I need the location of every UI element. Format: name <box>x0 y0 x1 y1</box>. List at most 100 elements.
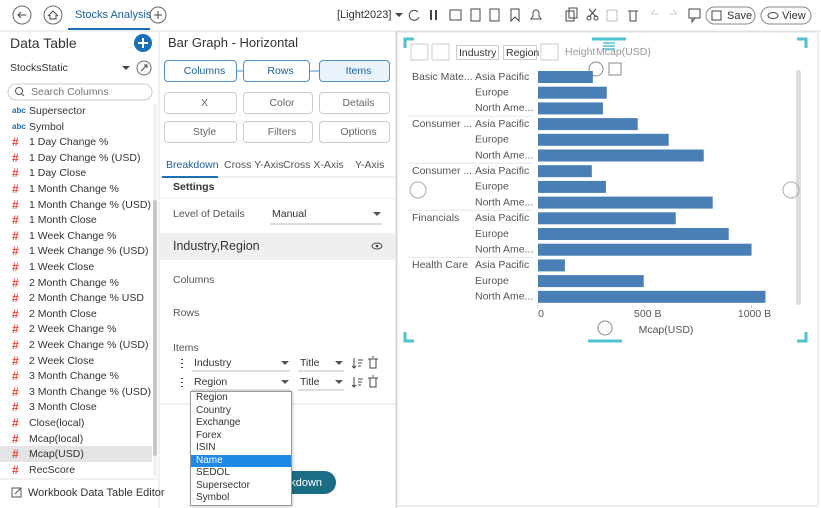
category-label: Asia Pacific <box>475 118 529 130</box>
column-type: # <box>12 151 19 165</box>
column-type: # <box>12 135 19 149</box>
column-name[interactable]: 1 Month Change % <box>29 182 119 196</box>
bar <box>538 197 713 209</box>
column-name[interactable]: 2 Week Change % <box>29 322 116 336</box>
column-name[interactable]: 3 Month Change % <box>29 369 119 383</box>
section-title: Settings <box>173 180 214 194</box>
group-label: Health Care <box>412 259 468 271</box>
column-name[interactable]: RecScore <box>29 463 75 477</box>
save-label: Save <box>727 9 752 23</box>
category-label: Asia Pacific <box>475 165 529 177</box>
column-name[interactable]: Close(local) <box>29 416 84 430</box>
bar <box>538 275 644 287</box>
bar <box>538 87 607 99</box>
theme-selector[interactable]: [Light2023] <box>337 8 391 22</box>
item-field[interactable]: Region <box>194 375 227 389</box>
button-label: Rows <box>267 64 293 78</box>
dropdown-option[interactable]: Symbol <box>196 491 229 505</box>
bar <box>538 134 669 146</box>
column-type: abc <box>12 104 26 118</box>
category-label: Asia Pacific <box>475 212 529 224</box>
bar <box>538 71 593 83</box>
field-label: Items <box>173 341 199 355</box>
tab-label[interactable]: Stocks Analysis <box>75 8 151 22</box>
category-label: Europe <box>475 134 509 146</box>
view-label: View <box>782 9 806 23</box>
column-type: # <box>12 182 19 196</box>
column-name[interactable]: Symbol <box>29 120 64 134</box>
column-type: # <box>12 229 19 243</box>
category-label: Europe <box>475 228 509 240</box>
button-label: Options <box>340 125 376 139</box>
bar <box>538 181 606 193</box>
x-tick-label: 1000 B <box>738 308 771 320</box>
bar <box>538 118 638 130</box>
column-name[interactable]: 1 Day Change % <box>29 135 108 149</box>
breakdown-summary: Industry,Region <box>173 239 260 253</box>
button-label: Filters <box>268 125 297 139</box>
column-name[interactable]: 2 Week Close <box>29 354 94 368</box>
column-type: # <box>12 338 19 352</box>
tab[interactable]: Y-Axis <box>355 158 384 172</box>
bar <box>538 228 729 240</box>
height-value[interactable]: Mcap(USD) <box>596 45 651 59</box>
height-label: Height <box>565 45 595 59</box>
column-type: # <box>12 291 19 305</box>
column-name[interactable]: 1 Day Close <box>29 166 86 180</box>
tab[interactable]: Breakdown <box>166 158 219 172</box>
group-label: Basic Mate... <box>412 71 473 83</box>
column-type: # <box>12 276 19 290</box>
bar <box>538 291 765 303</box>
button-label: Style <box>193 125 216 139</box>
column-type: # <box>12 432 19 446</box>
column-name[interactable]: 2 Month Change % USD <box>29 291 144 305</box>
tab[interactable]: Cross X-Axis <box>283 158 344 172</box>
field-value[interactable]: Manual <box>272 207 306 221</box>
column-name[interactable]: 1 Month Change % (USD) <box>29 198 151 212</box>
button-label: Details <box>342 96 374 110</box>
column-name[interactable]: Mcap(local) <box>29 432 83 446</box>
item-label[interactable]: Title <box>300 356 319 370</box>
column-type: # <box>12 322 19 336</box>
column-name[interactable]: 2 Month Change % <box>29 276 119 290</box>
column-type: # <box>12 213 19 227</box>
x-tick-label: 500 B <box>634 308 661 320</box>
category-label: Europe <box>475 181 509 193</box>
column-name[interactable]: 1 Week Change % (USD) <box>29 244 148 258</box>
column-name[interactable]: Supersector <box>29 104 86 118</box>
column-name[interactable]: 3 Month Close <box>29 400 97 414</box>
category-label: Asia Pacific <box>475 71 529 83</box>
column-name[interactable]: 1 Week Close <box>29 260 94 274</box>
search-placeholder: Search Columns <box>31 85 109 99</box>
category-label: North Ame... <box>475 149 533 161</box>
group-label: Consumer ... <box>412 118 472 130</box>
category-label: Europe <box>475 86 509 98</box>
column-name[interactable]: 1 Week Change % <box>29 229 116 243</box>
category-label: Europe <box>475 275 509 287</box>
column-type: # <box>12 385 19 399</box>
tab[interactable]: Cross Y-Axis <box>224 158 284 172</box>
item-field[interactable]: Industry <box>194 356 231 370</box>
footer-link[interactable]: Workbook Data Table Editor <box>28 486 165 500</box>
column-name[interactable]: 1 Month Close <box>29 213 97 227</box>
x-axis-label: Mcap(USD) <box>639 324 694 336</box>
bar <box>538 244 752 256</box>
field-label: Level of Details <box>173 207 245 221</box>
column-name[interactable]: 3 Month Change % (USD) <box>29 385 151 399</box>
column-type: # <box>12 369 19 383</box>
column-type: # <box>12 244 19 258</box>
column-name[interactable]: 2 Week Change % (USD) <box>29 338 148 352</box>
column-name[interactable]: Mcap(USD) <box>29 447 84 461</box>
column-type: # <box>12 416 19 430</box>
category-label: North Ame... <box>475 196 533 208</box>
bar <box>538 259 565 271</box>
column-name[interactable]: 2 Month Close <box>29 307 97 321</box>
item-label[interactable]: Title <box>300 375 319 389</box>
column-name[interactable]: 1 Day Change % (USD) <box>29 151 140 165</box>
column-type: # <box>12 166 19 180</box>
data-source[interactable]: StocksStatic <box>10 61 68 75</box>
category-label: North Ame... <box>475 243 533 255</box>
column-type: # <box>12 260 19 274</box>
column-type: # <box>12 463 19 477</box>
